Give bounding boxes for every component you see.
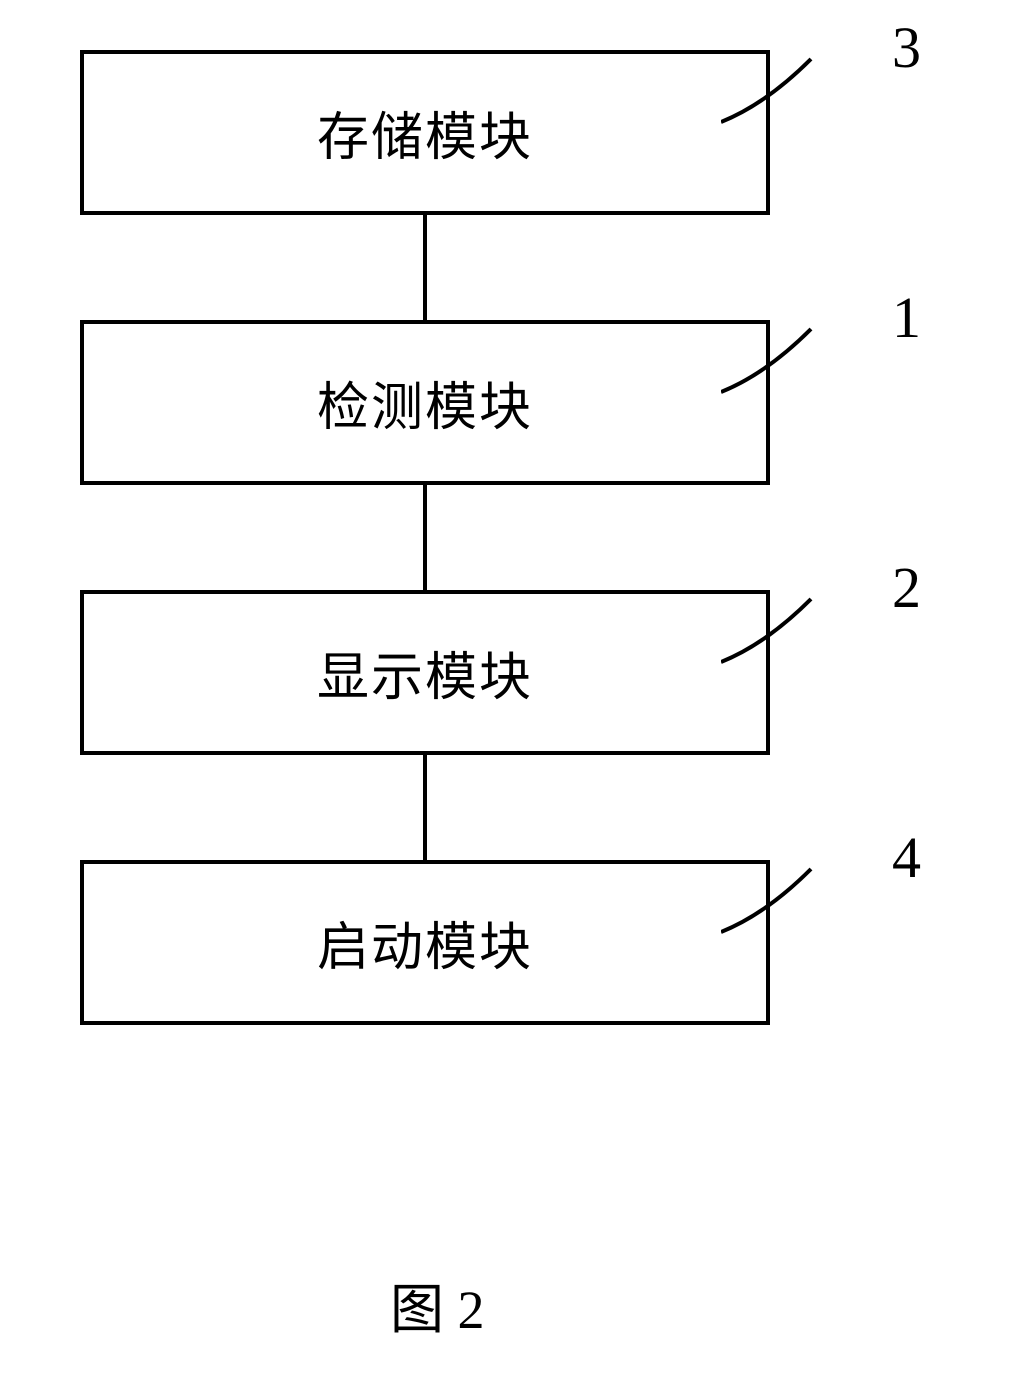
leader-line-icon — [721, 594, 821, 664]
box-label: 启动模块 — [317, 905, 533, 980]
box-startup-module: 启动模块 4 — [80, 860, 770, 1025]
connector-line — [423, 215, 427, 320]
box-label: 检测模块 — [317, 365, 533, 440]
leader-line-icon — [721, 54, 821, 124]
connector-line — [423, 485, 427, 590]
annotation-number: 4 — [892, 824, 921, 891]
figure-caption: 图 2 — [390, 1265, 485, 1344]
annotation-number: 2 — [892, 554, 921, 621]
leader-line-icon — [721, 324, 821, 394]
annotation-number: 3 — [892, 14, 921, 81]
leader-line-icon — [721, 864, 821, 934]
block-diagram: 存储模块 3 检测模块 1 显示模块 2 启动模块 4 — [80, 50, 950, 1025]
annotation-number: 1 — [892, 284, 921, 351]
box-label: 显示模块 — [317, 635, 533, 710]
connector-line — [423, 755, 427, 860]
box-label: 存储模块 — [317, 95, 533, 170]
box-storage-module: 存储模块 3 — [80, 50, 770, 215]
box-display-module: 显示模块 2 — [80, 590, 770, 755]
box-detection-module: 检测模块 1 — [80, 320, 770, 485]
